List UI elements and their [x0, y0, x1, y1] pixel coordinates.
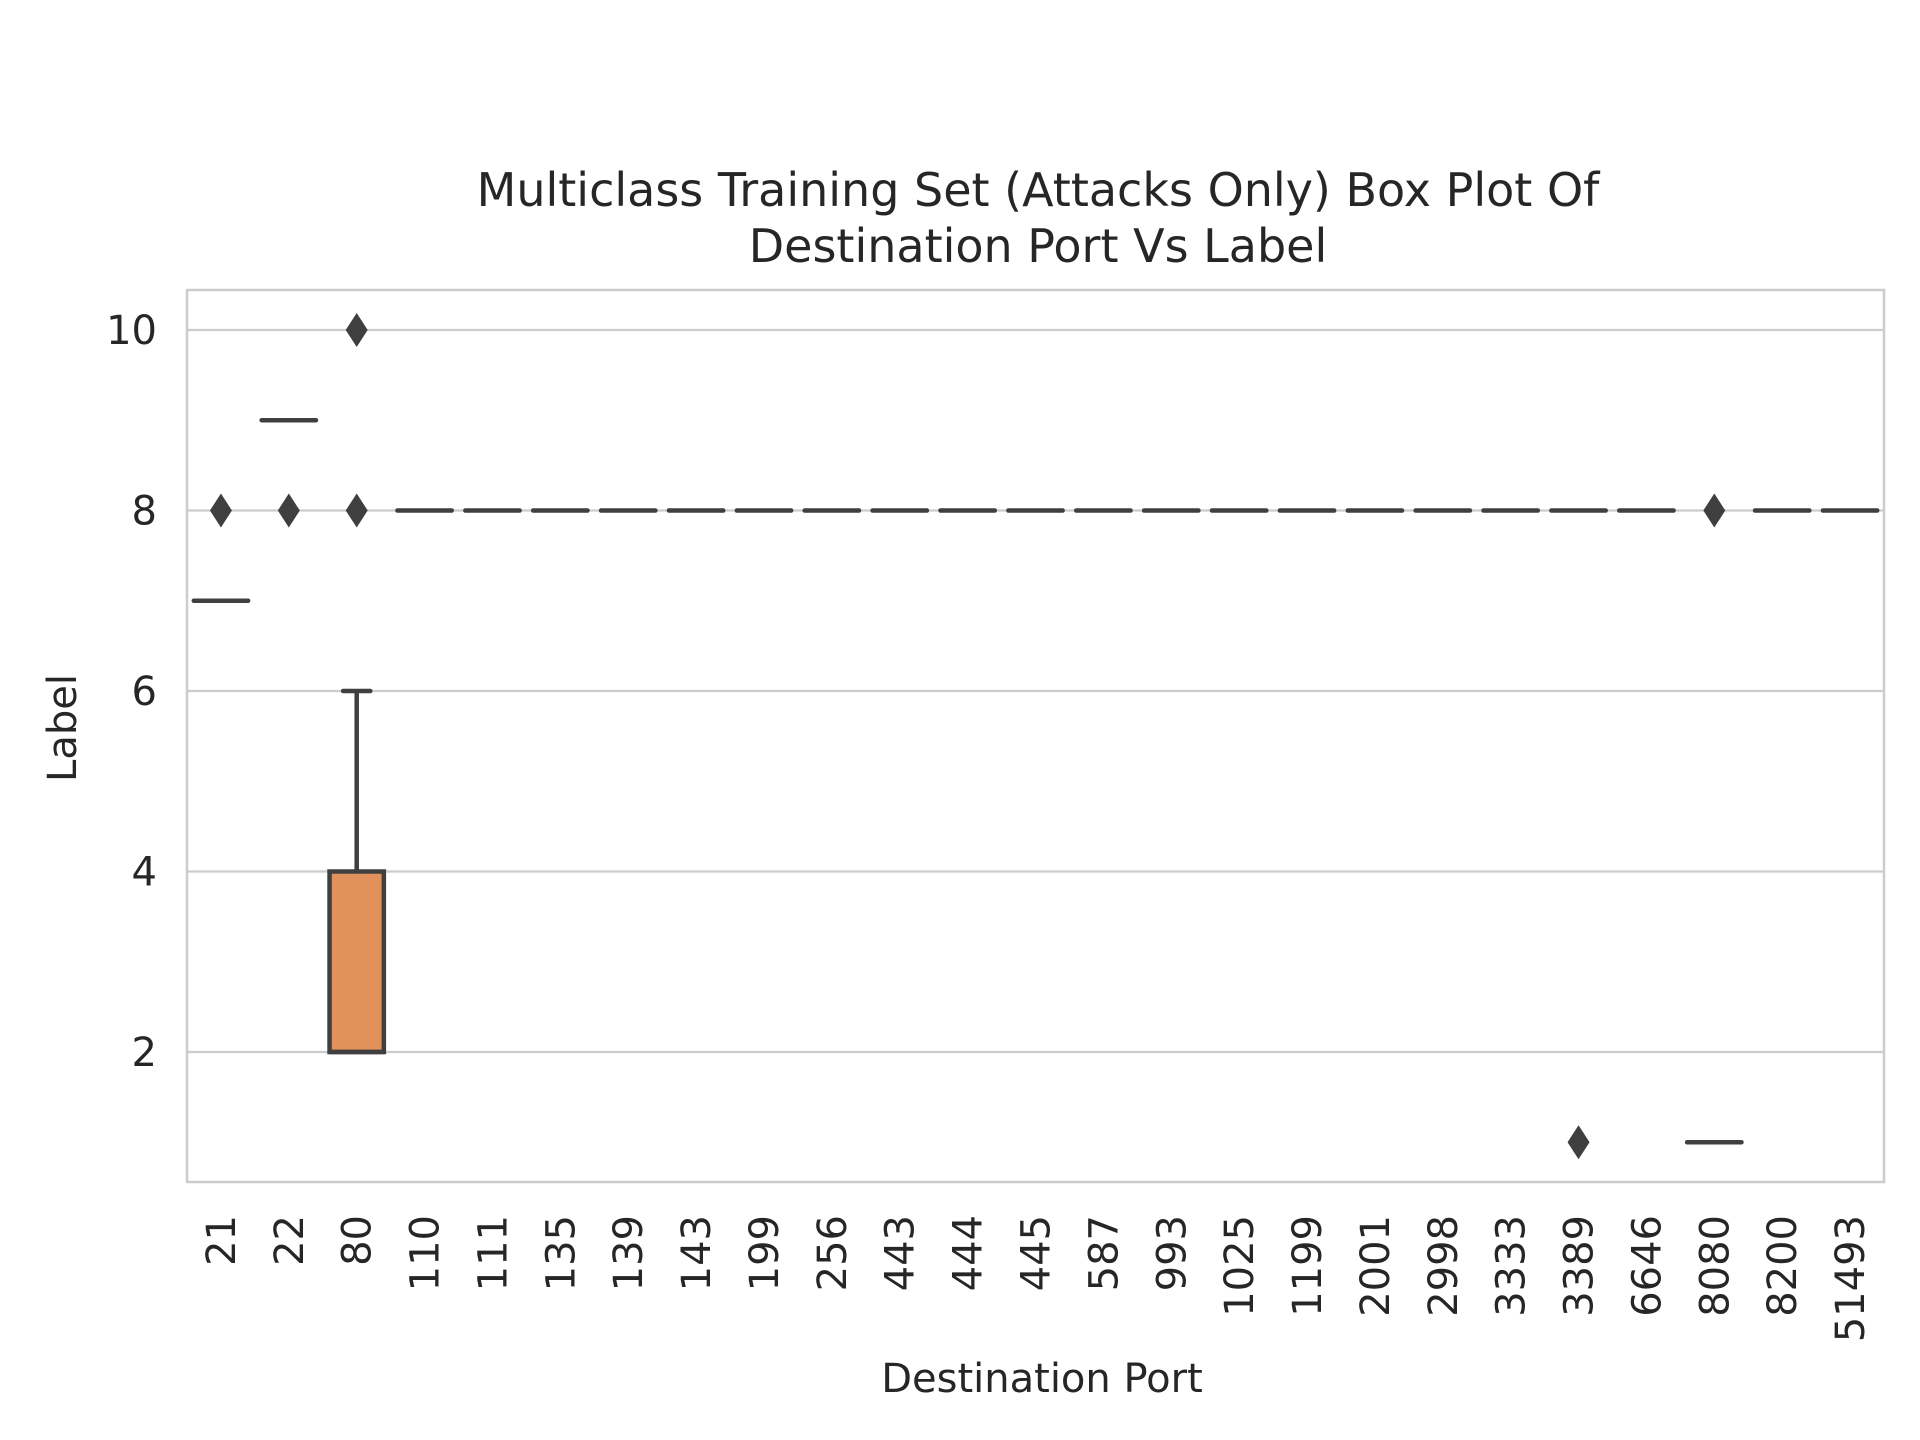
x-tick-label-8080: 8080: [1692, 1215, 1738, 1317]
x-axis-ticks: 21 22 80 110 111 135 139 143 199 256 443 444 445 587 9…: [199, 1215, 1874, 1342]
outlier-port-80-8: [345, 493, 368, 528]
x-tick-label-587: 587: [1081, 1215, 1127, 1291]
box-port-80: [327, 313, 387, 1055]
x-tick-label-135: 135: [538, 1215, 584, 1291]
x-tick-label-443: 443: [878, 1215, 924, 1291]
box-port-3389: [1549, 508, 1608, 1160]
x-tick-label-143: 143: [674, 1215, 720, 1291]
grid-lines: [187, 328, 1884, 1054]
box-port-8080: [1684, 493, 1744, 1145]
x-tick-label-445: 445: [1014, 1215, 1060, 1291]
x-tick-label-1199: 1199: [1285, 1215, 1331, 1317]
x-tick-label-3333: 3333: [1489, 1215, 1535, 1317]
y-tick-label-4: 4: [132, 850, 157, 896]
x-axis-label: Destination Port: [881, 1356, 1203, 1402]
box-iqr-80: [327, 869, 387, 1055]
y-tick-label-8: 8: [132, 489, 157, 535]
chart-title-line-2: Destination Port Vs Label: [749, 219, 1328, 273]
plot-area-frame: [185, 288, 1886, 1184]
outlier-port-21-8: [209, 493, 232, 528]
x-tick-label-3389: 3389: [1557, 1215, 1603, 1317]
x-tick-label-444: 444: [946, 1215, 992, 1291]
x-tick-label-993: 993: [1149, 1215, 1195, 1291]
outlier-port-8080-8: [1703, 493, 1726, 528]
y-axis-label: Label: [40, 674, 86, 782]
x-tick-label-256: 256: [810, 1215, 856, 1291]
outlier-port-80-10: [345, 313, 368, 347]
x-tick-label-1025: 1025: [1217, 1215, 1263, 1317]
chart-title-line-1: Multiclass Training Set (Attacks Only) B…: [477, 163, 1602, 217]
outlier-port-22-8: [277, 493, 300, 528]
x-tick-label-2998: 2998: [1421, 1215, 1467, 1317]
y-tick-label-2: 2: [132, 1030, 157, 1076]
x-tick-label-80: 80: [335, 1215, 381, 1266]
box-port-22: [259, 418, 319, 528]
outlier-port-3389-1: [1567, 1125, 1590, 1160]
x-tick-label-8200: 8200: [1760, 1215, 1806, 1317]
x-tick-label-22: 22: [267, 1215, 313, 1266]
x-tick-label-110: 110: [403, 1215, 449, 1291]
boxes: [191, 313, 1880, 1160]
y-axis-ticks: 2 4 6 8 10: [106, 308, 157, 1076]
y-tick-label-6: 6: [132, 669, 157, 715]
x-tick-label-21: 21: [199, 1215, 245, 1266]
box-port-21: [191, 493, 251, 603]
x-tick-label-2001: 2001: [1353, 1215, 1399, 1317]
x-tick-label-111: 111: [470, 1215, 516, 1291]
x-tick-label-199: 199: [742, 1215, 788, 1291]
y-tick-label-10: 10: [106, 308, 157, 354]
x-tick-label-51493: 51493: [1828, 1215, 1874, 1342]
x-tick-label-6646: 6646: [1624, 1215, 1670, 1317]
x-tick-label-139: 139: [606, 1215, 652, 1291]
